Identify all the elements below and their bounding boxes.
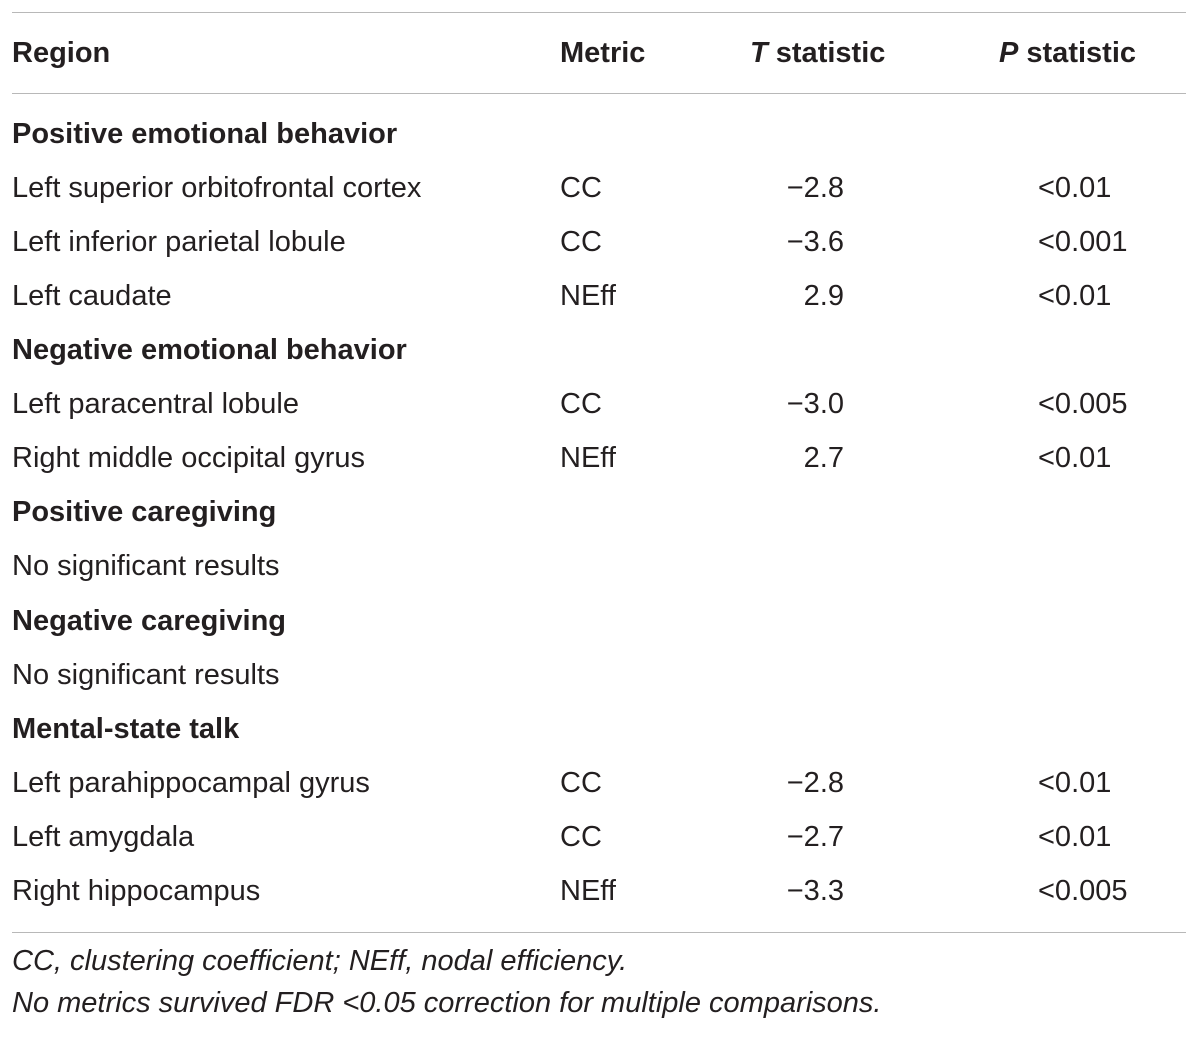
section-title: Positive emotional behavior [12, 118, 398, 150]
cell-t: 2.7 [803, 442, 844, 474]
cell-metric: CC [560, 767, 602, 799]
table-row: Left amygdala CC −2.7 <0.01 [0, 810, 1200, 864]
header-region: Region [12, 37, 111, 69]
cell-t: −2.8 [786, 767, 844, 799]
table-row: Left paracentral lobule CC −3.0 <0.005 [0, 377, 1200, 431]
section-title: Mental-state talk [12, 713, 240, 745]
cell-t: −2.7 [786, 821, 844, 853]
cell-region: No significant results [12, 659, 280, 691]
footnote-correction: No metrics survived FDR <0.05 correction… [12, 987, 882, 1019]
section-heading: Mental-state talk [0, 702, 1200, 756]
cell-p: <0.001 [1038, 226, 1128, 258]
table-row: Left caudate NEff 2.9 <0.01 [0, 269, 1200, 323]
section-heading: Positive emotional behavior [0, 107, 1200, 161]
header-p-statistic: P statistic [999, 26, 1136, 80]
cell-t: −3.6 [786, 226, 844, 258]
cell-region: Left superior orbitofrontal cortex [12, 172, 422, 204]
cell-region: Left amygdala [12, 821, 195, 853]
cell-region: Left caudate [12, 280, 172, 312]
section-heading: Positive caregiving [0, 485, 1200, 539]
cell-metric: CC [560, 821, 602, 853]
cell-p: <0.01 [1038, 280, 1112, 312]
cell-region: No significant results [12, 550, 280, 582]
table-row: Left parahippocampal gyrus CC −2.8 <0.01 [0, 756, 1200, 810]
cell-region: Right hippocampus [12, 875, 261, 907]
table-row: No significant results [0, 648, 1200, 702]
cell-metric: CC [560, 226, 602, 258]
cell-region: Right middle occipital gyrus [12, 442, 365, 474]
cell-metric: NEff [560, 875, 616, 907]
header-t-suffix: statistic [767, 37, 886, 69]
cell-metric: CC [560, 388, 602, 420]
cell-p: <0.01 [1038, 442, 1112, 474]
header-rule [12, 93, 1186, 94]
table-row: Left inferior parietal lobule CC −3.6 <0… [0, 215, 1200, 269]
cell-p: <0.01 [1038, 767, 1112, 799]
cell-p: <0.01 [1038, 821, 1112, 853]
cell-t: −3.3 [786, 875, 844, 907]
header-metric: Metric [560, 37, 646, 69]
top-rule [12, 12, 1186, 13]
header-t-prefix: T [750, 37, 768, 69]
header-p-prefix: P [999, 37, 1019, 69]
header-row: Region Metric T statistic P statistic [0, 26, 1200, 80]
footnote-abbreviations: CC, clustering coefficient; NEff, nodal … [12, 945, 628, 977]
section-heading: Negative emotional behavior [0, 323, 1200, 377]
bottom-rule [12, 932, 1186, 933]
header-p-suffix: statistic [1018, 37, 1137, 69]
table-row: Right middle occipital gyrus NEff 2.7 <0… [0, 431, 1200, 485]
cell-metric: CC [560, 172, 602, 204]
header-t-statistic: T statistic [750, 26, 885, 80]
cell-region: Left parahippocampal gyrus [12, 767, 370, 799]
cell-t: 2.9 [803, 280, 844, 312]
cell-region: Left paracentral lobule [12, 388, 299, 420]
cell-metric: NEff [560, 280, 616, 312]
table-row: Left superior orbitofrontal cortex CC −2… [0, 161, 1200, 215]
section-heading: Negative caregiving [0, 594, 1200, 648]
section-title: Negative emotional behavior [12, 334, 407, 366]
section-title: Negative caregiving [12, 605, 286, 637]
cell-p: <0.01 [1038, 172, 1112, 204]
cell-t: −3.0 [786, 388, 844, 420]
cell-metric: NEff [560, 442, 616, 474]
cell-region: Left inferior parietal lobule [12, 226, 346, 258]
cell-p: <0.005 [1038, 875, 1128, 907]
cell-p: <0.005 [1038, 388, 1128, 420]
table-row: Right hippocampus NEff −3.3 <0.005 [0, 864, 1200, 918]
cell-t: −2.8 [786, 172, 844, 204]
section-title: Positive caregiving [12, 496, 277, 528]
table-row: No significant results [0, 539, 1200, 593]
